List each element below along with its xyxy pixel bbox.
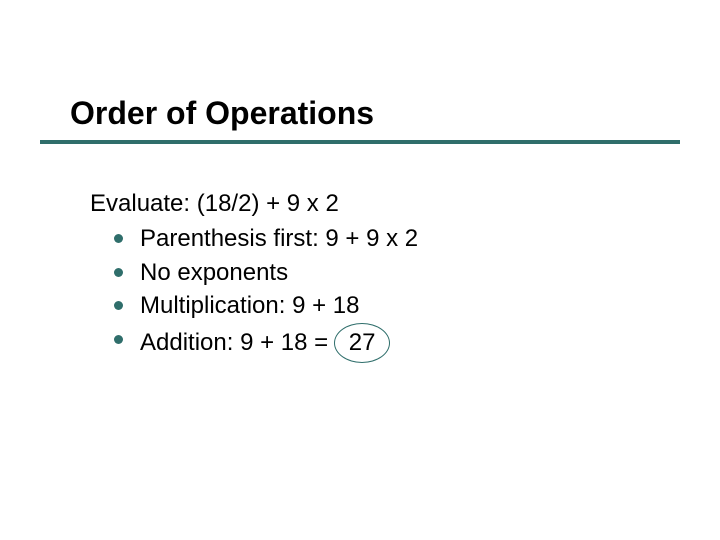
list-item: Multiplication: 9 + 18 — [114, 289, 650, 323]
bullet-text: Multiplication: 9 + 18 — [140, 292, 359, 319]
bullet-text: Parenthesis first: 9 + 9 x 2 — [140, 225, 418, 252]
answer-value: 27 — [349, 326, 376, 360]
addition-prefix: Addition: 9 + 18 = — [140, 326, 328, 360]
list-item: Addition: 9 + 18 = 27 — [114, 323, 650, 363]
list-item: Parenthesis first: 9 + 9 x 2 — [114, 222, 650, 256]
slide-body: Evaluate: (18/2) + 9 x 2 Parenthesis fir… — [90, 190, 650, 363]
slide: Order of Operations Evaluate: (18/2) + 9… — [0, 0, 720, 540]
answer-circle: 27 — [334, 323, 390, 363]
addition-line: Addition: 9 + 18 = 27 — [140, 323, 390, 363]
evaluate-line: Evaluate: (18/2) + 9 x 2 — [90, 190, 650, 218]
bullet-list: Parenthesis first: 9 + 9 x 2 No exponent… — [90, 222, 650, 363]
slide-title: Order of Operations — [70, 95, 374, 132]
list-item: No exponents — [114, 256, 650, 290]
title-underline — [40, 140, 680, 144]
bullet-text: No exponents — [140, 259, 288, 286]
